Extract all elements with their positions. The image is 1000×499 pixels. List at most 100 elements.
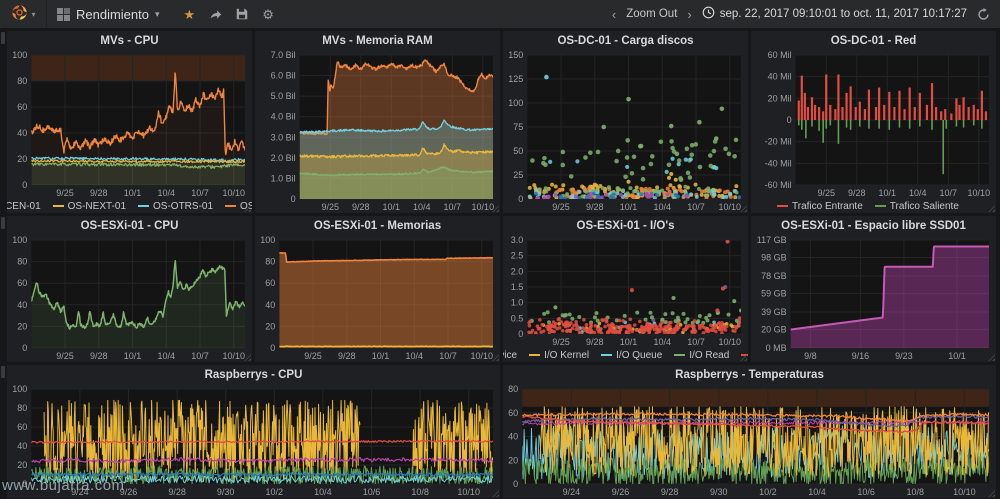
svg-text:9/28: 9/28 <box>848 188 866 198</box>
panel-resize-handle[interactable] <box>988 490 995 497</box>
svg-text:9/25: 9/25 <box>56 351 74 361</box>
svg-text:60 Mil: 60 Mil <box>768 51 792 60</box>
svg-text:10/10: 10/10 <box>470 351 493 361</box>
svg-text:60: 60 <box>265 278 275 288</box>
svg-text:0: 0 <box>22 343 27 353</box>
panel-resize-handle[interactable] <box>492 490 499 497</box>
zoom-out-button[interactable]: Zoom Out <box>626 8 678 20</box>
panel-header[interactable]: Raspberrys - Temperaturas <box>503 365 996 385</box>
svg-text:9/28: 9/28 <box>90 351 108 361</box>
panel-title: MVs - CPU <box>100 35 159 47</box>
panel-resize-handle[interactable] <box>740 354 747 361</box>
legend-item[interactable]: Trafico Saliente <box>874 201 959 212</box>
svg-text:10/10: 10/10 <box>472 202 495 212</box>
svg-text:0.5: 0.5 <box>511 313 524 323</box>
panel-header[interactable]: OS-ESXi-01 - CPU <box>7 216 252 236</box>
svg-text:9/24: 9/24 <box>71 487 89 497</box>
panel-header[interactable]: MVs - CPU <box>7 31 252 51</box>
legend-item[interactable]: OS-DC-01 <box>225 201 252 212</box>
svg-text:100: 100 <box>12 385 27 394</box>
svg-text:9/26: 9/26 <box>612 487 630 497</box>
chart-raspberrys-cpu[interactable]: 9/24 9/26 9/28 9/30 10/2 10/4 10/6 10/8 10/10 0 20… <box>7 385 500 498</box>
panel-resize-handle[interactable] <box>988 354 995 361</box>
svg-text:10/1: 10/1 <box>372 351 390 361</box>
svg-text:20: 20 <box>265 321 275 331</box>
panel-resize-handle[interactable] <box>492 205 499 212</box>
navbar-right: ‹ Zoom Out › sep. 22, 2017 09:10:01 to o… <box>612 6 1000 22</box>
panel-header[interactable]: OS-DC-01 - Red <box>751 31 996 51</box>
svg-text:2.0 Bil: 2.0 Bil <box>271 153 296 163</box>
panel-resize-handle[interactable] <box>988 205 995 212</box>
chart-raspberrys-temperaturas[interactable]: 9/24 9/26 9/28 9/30 10/2 10/4 10/6 10/8 10/10 0 20… <box>503 385 996 498</box>
legend-label: OS-NEXT-01 <box>67 200 127 212</box>
legend-item[interactable]: OS-OTRS-01 <box>138 201 213 212</box>
panel-header[interactable]: Raspberrys - CPU <box>7 365 500 385</box>
row-handle[interactable] <box>1 32 5 44</box>
svg-text:40: 40 <box>508 432 518 442</box>
svg-text:10/7: 10/7 <box>687 337 705 347</box>
svg-text:0: 0 <box>518 329 523 339</box>
legend-color-dash <box>225 205 237 207</box>
svg-text:9/16: 9/16 <box>852 351 870 361</box>
panel-resize-handle[interactable] <box>244 205 251 212</box>
legend-item[interactable]: I/O Device <box>503 350 517 361</box>
svg-text:10/10: 10/10 <box>718 337 741 347</box>
svg-text:-40 Mil: -40 Mil <box>765 158 792 168</box>
time-forward-button[interactable]: › <box>687 6 692 22</box>
svg-text:20: 20 <box>17 460 27 470</box>
svg-text:40: 40 <box>265 300 275 310</box>
chart-osesxi01-cpu[interactable]: 9/25 9/28 10/1 10/4 10/7 10/10 0 20 40 60 80 100 <box>7 236 252 362</box>
chart-osesxi01-espacio-libre-ssd01[interactable]: 9/8 9/16 9/23 10/1 0 MB 20 GB 39 GB 59 GB 78 GB 9… <box>751 236 996 362</box>
svg-text:0: 0 <box>518 194 523 204</box>
legend-item[interactable]: I/O Kernel <box>529 350 589 361</box>
row-handle[interactable] <box>1 366 5 378</box>
panel-resize-handle[interactable] <box>740 205 747 212</box>
refresh-button[interactable] <box>977 7 990 21</box>
panel-resize-handle[interactable] <box>492 354 499 361</box>
panel-header[interactable]: OS-ESXi-01 - Espacio libre SSD01 <box>751 216 996 236</box>
star-dashboard-button[interactable]: ★ <box>183 6 196 22</box>
panel-header[interactable]: OS-ESXi-01 - I/O's <box>503 216 748 236</box>
svg-text:10/8: 10/8 <box>411 487 429 497</box>
panel-header[interactable]: MVs - Memoria RAM <box>255 31 500 51</box>
panel-resize-handle[interactable] <box>244 354 251 361</box>
chart-osesxi01-ios[interactable]: 9/25 9/28 10/1 10/4 10/7 10/10 0 0.5 1.0 1.5 2.0 2.… <box>503 236 748 362</box>
chart-mvs-memoria-ram[interactable]: 9/25 9/28 10/1 10/4 10/7 10/10 0 1.0 Bil 2.0 Bil… <box>255 51 500 213</box>
chart-osdc01-carga-discos[interactable]: 9/25 9/28 10/1 10/4 10/7 10/10 0 25 50 75 100 125 15… <box>503 51 748 213</box>
row-handle[interactable] <box>1 217 5 229</box>
legend-item[interactable]: I/O Write <box>741 350 748 361</box>
legend-item[interactable]: OS-CEN-01 <box>7 201 41 212</box>
svg-text:9/28: 9/28 <box>661 487 679 497</box>
svg-text:9/28: 9/28 <box>90 188 108 198</box>
svg-text:7.0 Bil: 7.0 Bil <box>271 51 296 60</box>
chart-mvs-cpu[interactable]: 9/25 9/28 10/1 10/4 10/7 10/10 0 20 40 60 80 100 OS-… <box>7 51 252 213</box>
legend-item[interactable]: Trafico Entrante <box>777 201 863 212</box>
chart-osdc01-red[interactable]: 9/25 9/28 10/1 10/4 10/7 10/10 -60 Mil -40 Mil -… <box>751 51 996 213</box>
chart-osesxi01-memorias[interactable]: 9/25 9/28 10/1 10/4 10/7 10/10 0 20 40 60 80 100 <box>255 236 500 362</box>
grafana-menu-button[interactable]: ▾ <box>0 0 46 28</box>
legend-item[interactable]: I/O Read <box>674 350 729 361</box>
legend-item[interactable]: OS-NEXT-01 <box>52 200 127 212</box>
settings-gear-button[interactable]: ⚙ <box>262 6 274 22</box>
svg-text:5.0 Bil: 5.0 Bil <box>271 91 296 101</box>
svg-text:9/25: 9/25 <box>817 188 835 198</box>
svg-text:80: 80 <box>17 76 27 86</box>
panel-header[interactable]: OS-DC-01 - Carga discos <box>503 31 748 51</box>
svg-text:10/10: 10/10 <box>953 487 976 497</box>
navbar-separator <box>46 0 47 28</box>
svg-text:9/28: 9/28 <box>338 351 356 361</box>
legend-item[interactable]: I/O Queue <box>601 350 662 361</box>
save-dashboard-button[interactable] <box>236 8 248 20</box>
share-dashboard-button[interactable] <box>209 8 222 21</box>
svg-text:10/4: 10/4 <box>406 351 424 361</box>
dashboard-picker[interactable]: Rendimiento ▾ <box>47 0 170 28</box>
time-back-button[interactable]: ‹ <box>611 6 617 22</box>
legend-label: I/O Queue <box>616 349 663 361</box>
svg-text:60: 60 <box>17 278 27 288</box>
panel-header[interactable]: OS-ESXi-01 - Memorias <box>255 216 500 236</box>
grafana-logo-icon <box>10 3 29 25</box>
panel-legend: OS-CEN-01 OS-NEXT-01 OS-OTRS-01 OS-DC-01 <box>7 199 252 213</box>
svg-text:9/25: 9/25 <box>552 337 570 347</box>
svg-text:0: 0 <box>22 180 27 190</box>
time-range-picker[interactable]: sep. 22, 2017 09:10:01 to oct. 11, 2017 … <box>702 6 967 22</box>
